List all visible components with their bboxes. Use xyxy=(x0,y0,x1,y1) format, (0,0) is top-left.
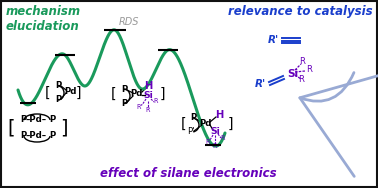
Text: R: R xyxy=(299,58,305,67)
Text: R: R xyxy=(213,143,217,149)
Text: –Pd–: –Pd– xyxy=(25,115,46,124)
Text: –Pd–: –Pd– xyxy=(25,131,46,140)
Text: P: P xyxy=(20,115,26,124)
Text: ]: ] xyxy=(75,86,81,100)
Text: [: [ xyxy=(110,87,116,101)
Text: Si: Si xyxy=(143,92,153,101)
Text: R: R xyxy=(221,135,225,141)
Text: effect of silane electronics: effect of silane electronics xyxy=(100,167,276,180)
Text: mechanism
elucidation: mechanism elucidation xyxy=(6,5,81,33)
Text: Pd: Pd xyxy=(199,118,211,127)
FancyArrowPatch shape xyxy=(300,72,378,176)
Text: R': R' xyxy=(255,79,266,89)
Text: R: R xyxy=(206,139,210,145)
Text: R: R xyxy=(154,98,158,104)
Text: H: H xyxy=(144,81,152,91)
Text: P': P' xyxy=(187,127,195,136)
Text: Pd: Pd xyxy=(64,86,76,96)
Text: P: P xyxy=(121,84,127,93)
Text: P: P xyxy=(55,96,61,105)
Text: H: H xyxy=(215,110,223,120)
Text: ]: ] xyxy=(227,117,233,131)
Text: Si: Si xyxy=(210,127,220,136)
Text: P: P xyxy=(55,82,61,90)
Text: [: [ xyxy=(7,118,15,137)
Text: P: P xyxy=(20,131,26,140)
Text: R: R xyxy=(146,107,150,113)
Text: [: [ xyxy=(180,117,186,131)
Text: R': R' xyxy=(137,104,143,110)
Text: ]: ] xyxy=(159,87,165,101)
Text: Si: Si xyxy=(287,69,298,79)
Text: [: [ xyxy=(45,86,51,100)
Text: ]: ] xyxy=(60,118,68,137)
Text: relevance to catalysis: relevance to catalysis xyxy=(228,5,373,18)
Text: P: P xyxy=(121,99,127,108)
Text: R: R xyxy=(306,65,312,74)
Text: RDS: RDS xyxy=(119,17,139,27)
Text: Pd: Pd xyxy=(130,89,142,99)
Text: R': R' xyxy=(268,35,279,45)
Text: P: P xyxy=(49,131,55,140)
Text: R: R xyxy=(298,76,304,84)
Text: P: P xyxy=(49,115,55,124)
Text: P: P xyxy=(190,114,196,123)
